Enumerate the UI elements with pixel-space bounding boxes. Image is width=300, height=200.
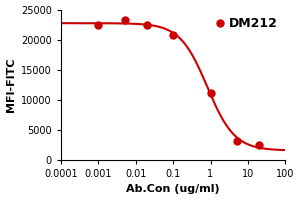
DM212 [171, 34, 175, 37]
Line: DM212: DM212 [95, 17, 262, 149]
DM212 [123, 19, 126, 22]
Legend: DM212: DM212 [212, 15, 280, 33]
DM212 [145, 23, 149, 26]
DM212 [235, 139, 238, 142]
X-axis label: Ab.Con (ug/ml): Ab.Con (ug/ml) [126, 184, 220, 194]
DM212 [97, 23, 100, 26]
Y-axis label: MFI-FITC: MFI-FITC [6, 57, 16, 112]
DM212 [257, 144, 261, 147]
DM212 [209, 91, 212, 94]
